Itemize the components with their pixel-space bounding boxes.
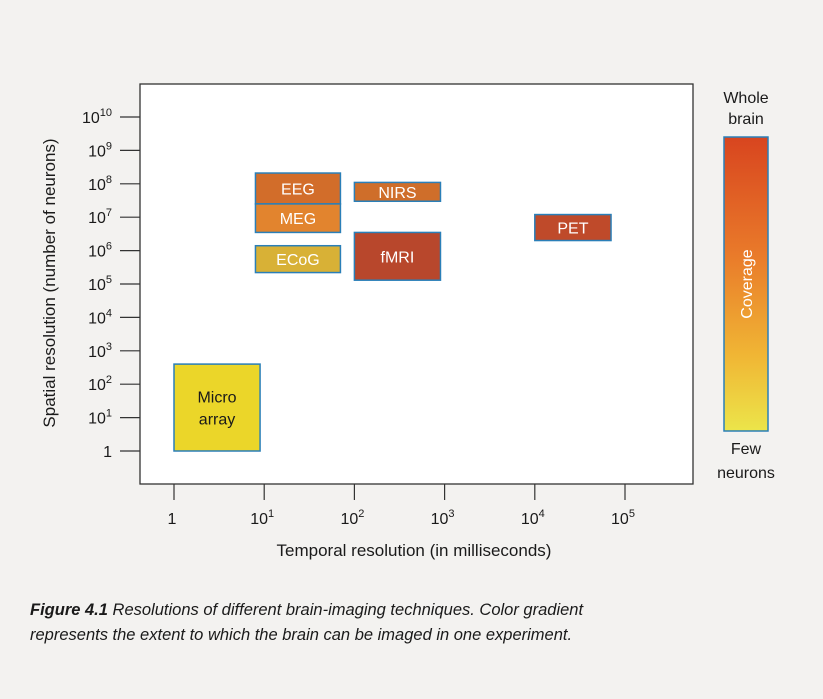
y-axis-label: Spatial resolution (number of neurons) [40, 138, 59, 427]
technique-label: Micro [197, 390, 236, 407]
technique-label: EEG [281, 181, 315, 198]
x-tick-label: 103 [431, 508, 455, 528]
x-axis-label: Temporal resolution (in milliseconds) [277, 541, 552, 560]
y-tick-label: 104 [88, 307, 112, 327]
technique-label: MEG [280, 211, 316, 228]
x-tick-label: 105 [611, 508, 635, 528]
y-tick-label: 102 [88, 374, 112, 394]
technique-box-micro-array [173, 363, 261, 452]
y-tick-label: 101 [88, 408, 112, 428]
technique-label: fMRI [381, 249, 415, 266]
y-tick-label: 107 [88, 207, 112, 227]
y-tick-label: 105 [88, 274, 112, 294]
caption-line-2: represents the extent to which the brain… [30, 626, 573, 644]
technique-label: PET [557, 221, 588, 238]
legend-bottom-line-2: neurons [717, 465, 775, 482]
y-tick-label: 103 [88, 341, 112, 361]
legend-top-line-1: Whole [723, 90, 768, 107]
y-tick-label: 1010 [82, 107, 112, 127]
y-tick-label: 109 [88, 140, 112, 160]
y-tick-label: 1 [103, 444, 112, 461]
coverage-legend: Whole brain Coverage Few neurons [717, 90, 775, 482]
legend-bottom-line-1: Few [731, 441, 762, 458]
technique-box-fmri [353, 231, 442, 281]
technique-box-nirs [353, 181, 442, 203]
caption-line-1: Resolutions of different brain-imaging t… [107, 601, 584, 619]
legend-top-line-2: brain [728, 111, 764, 128]
technique-box-ecog [254, 244, 342, 274]
technique-label: NIRS [378, 185, 416, 202]
technique-label: array [199, 412, 235, 429]
x-tick-label: 104 [521, 508, 545, 528]
x-tick-label: 101 [250, 508, 274, 528]
technique-box-meg [254, 203, 342, 234]
y-tick-label: 108 [88, 174, 112, 194]
coverage-gradient-bar [723, 136, 769, 432]
technique-box-eeg [254, 172, 342, 205]
technique-label: ECoG [276, 252, 320, 269]
technique-boxes: EEG MEG ECoG NIRS fMRI PET Micro array [173, 172, 612, 452]
y-axis-ticks: 1 101 102 103 104 105 106 107 108 109 1010 [82, 107, 140, 461]
figure-caption: Figure 4.1 Resolutions of different brai… [30, 598, 800, 648]
y-tick-label: 106 [88, 241, 112, 261]
x-axis-ticks: 1 101 102 103 104 105 [168, 484, 635, 528]
x-tick-label: 1 [168, 511, 177, 528]
coverage-label: Coverage [739, 249, 756, 318]
figure-number: Figure 4.1 [30, 601, 108, 619]
technique-box-pet [534, 213, 612, 242]
x-tick-label: 102 [340, 508, 364, 528]
